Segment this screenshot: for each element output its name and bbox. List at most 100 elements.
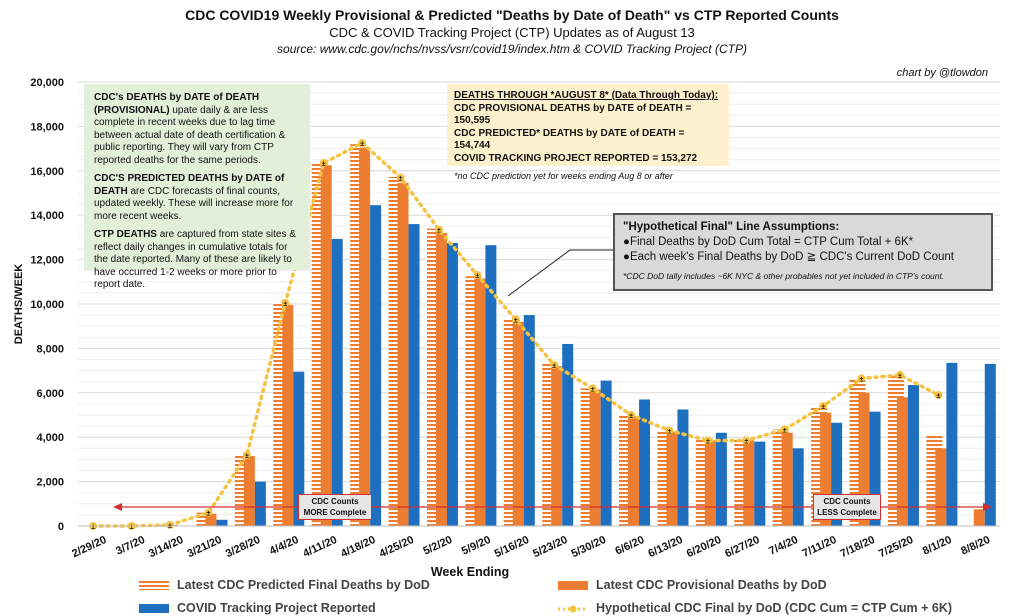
x-tick-label: 6/6/20 bbox=[614, 534, 647, 558]
ctp-bar bbox=[869, 411, 881, 526]
x-tick-label: 3/28/20 bbox=[224, 534, 262, 560]
x-tick-label: 7/11/20 bbox=[801, 534, 839, 560]
provisional-bar bbox=[820, 412, 832, 526]
x-tick-label: 5/30/20 bbox=[570, 534, 608, 560]
hypothetical-point bbox=[281, 298, 290, 307]
x-tick-label: 5/9/20 bbox=[460, 534, 493, 558]
provisional-bar bbox=[512, 321, 524, 526]
x-tick-label: 6/20/20 bbox=[685, 534, 723, 560]
chart-subtitle: CDC & COVID Tracking Project (CTP) Updat… bbox=[329, 25, 695, 40]
totals-note: DEATHS THROUGH *AUGUST 8* (Data Through … bbox=[447, 84, 729, 181]
assumptions-heading: "Hypothetical Final" Line Assumptions: bbox=[623, 221, 840, 233]
y-tick-label: 8,000 bbox=[36, 343, 64, 355]
hypothetical-marker-glyph: ± bbox=[399, 175, 403, 182]
hypothetical-marker-glyph: ± bbox=[706, 439, 710, 446]
assumption-2: ●Each week's Final Deaths by DoD ≧ CDC's… bbox=[623, 251, 954, 263]
totals-predicted: CDC PREDICTED* DEATHS by DATE of DEATH =… bbox=[454, 127, 685, 152]
callout-connector bbox=[507, 249, 613, 297]
ctp-bar bbox=[677, 409, 689, 526]
hypothetical-point bbox=[511, 315, 520, 324]
provisional-bar bbox=[397, 183, 409, 526]
ctp-bar bbox=[331, 238, 343, 527]
hypothetical-marker-glyph: ± bbox=[552, 363, 556, 370]
note-predicted: CDC'S PREDICTED DEATHS by DATE of DEATH … bbox=[94, 173, 294, 222]
totals-provisional: CDC PROVISIONAL DEATHS by DATE of DEATH … bbox=[454, 102, 692, 127]
hypothetical-point bbox=[857, 374, 866, 383]
provisional-bar bbox=[743, 440, 755, 526]
hypothetical-point bbox=[934, 391, 943, 400]
ctp-bar bbox=[907, 385, 919, 526]
y-axis-ticks: 0 2,000 4,000 6,000 8,000 10,000 12,000 14,000 1… bbox=[30, 77, 64, 533]
hypothetical-marker-glyph: ± bbox=[245, 453, 249, 460]
provisional-bar bbox=[359, 147, 371, 527]
provisional-bar bbox=[551, 366, 563, 526]
x-tick-label: 4/18/20 bbox=[339, 534, 377, 560]
provisional-bar bbox=[320, 165, 332, 526]
hypothetical-marker-glyph: ± bbox=[629, 413, 633, 420]
hypothetical-marker-glyph: ± bbox=[783, 427, 787, 434]
provisional-bar bbox=[589, 389, 601, 526]
assumptions-footnote: *CDC DoD tally includes ~6K NYC & other … bbox=[623, 271, 945, 281]
y-tick-label: 18,000 bbox=[30, 121, 64, 133]
x-tick-label: 5/23/20 bbox=[531, 534, 569, 560]
ctp-bar bbox=[523, 315, 535, 526]
x-tick-label: 8/1/20 bbox=[921, 534, 954, 558]
assumptions-note: "Hypothetical Final" Line Assumptions: ●… bbox=[613, 213, 993, 291]
dotted-line-swatch-icon bbox=[558, 605, 588, 612]
hypothetical-marker-glyph: ± bbox=[591, 386, 595, 393]
provisional-bar bbox=[205, 513, 217, 526]
y-tick-label: 14,000 bbox=[30, 210, 64, 222]
ctp-bar bbox=[216, 519, 228, 526]
chart-credit: chart by @tlowdon bbox=[896, 67, 988, 79]
totals-footnote: *no CDC prediction yet for weeks ending … bbox=[454, 171, 673, 181]
legend-item-hypothetical: Hypothetical CDC Final by DoD (CDC Cum =… bbox=[558, 601, 952, 615]
y-axis-label: DEATHS/WEEK bbox=[13, 264, 25, 345]
provisional-bar bbox=[474, 278, 486, 526]
ctp-bar bbox=[408, 224, 420, 526]
y-tick-label: 4,000 bbox=[36, 432, 64, 444]
legend-item-ctp: COVID Tracking Project Reported bbox=[139, 601, 376, 615]
hypothetical-marker-glyph: ± bbox=[821, 404, 825, 411]
assumption-1: ●Final Deaths by DoD Cum Total = CTP Cum… bbox=[623, 236, 914, 248]
hypothetical-point bbox=[166, 520, 175, 529]
hypothetical-marker-glyph: ± bbox=[898, 373, 902, 380]
y-tick-label: 16,000 bbox=[30, 166, 64, 178]
hypothetical-point bbox=[358, 139, 367, 148]
x-tick-label: 5/16/20 bbox=[493, 534, 531, 560]
provisional-bar bbox=[896, 397, 908, 526]
hypothetical-marker-glyph: ± bbox=[322, 161, 326, 168]
provisional-bar bbox=[973, 509, 985, 526]
hypothetical-point bbox=[780, 425, 789, 434]
totals-heading: DEATHS THROUGH *AUGUST 8* (Data Through … bbox=[454, 90, 719, 101]
ctp-bar bbox=[754, 441, 766, 526]
y-tick-label: 2,000 bbox=[36, 477, 64, 489]
provisional-bar bbox=[628, 416, 640, 526]
hypothetical-point bbox=[742, 436, 751, 445]
ctp-bar bbox=[792, 448, 804, 526]
x-tick-label: 3/7/20 bbox=[114, 534, 147, 558]
ctp-bar bbox=[485, 245, 497, 527]
y-tick-label: 0 bbox=[58, 521, 64, 533]
ctp-bar bbox=[293, 371, 305, 526]
ctp-bar bbox=[715, 432, 727, 526]
provisional-bar bbox=[666, 431, 678, 526]
x-axis-label: Week Ending bbox=[431, 565, 509, 579]
chart-source: source: www.cdc.gov/nchs/nvss/vsrr/covid… bbox=[277, 42, 747, 56]
x-tick-label: 4/4/20 bbox=[268, 534, 301, 558]
x-tick-label: 6/27/20 bbox=[723, 534, 761, 560]
x-tick-label: 4/25/20 bbox=[377, 534, 415, 560]
hypothetical-point bbox=[665, 426, 674, 435]
ctp-bar bbox=[639, 399, 651, 526]
hypothetical-marker-glyph: ± bbox=[360, 141, 364, 148]
hypothetical-point bbox=[627, 411, 636, 419]
x-tick-label: 3/21/20 bbox=[185, 534, 223, 560]
legend-item-provisional: Latest CDC Provisional Deaths by DoD bbox=[558, 578, 827, 592]
provisional-bar bbox=[435, 232, 447, 526]
hypothetical-point bbox=[703, 436, 712, 445]
hypothetical-point bbox=[819, 402, 828, 411]
hatched-swatch-icon bbox=[139, 580, 169, 590]
arrow-right-icon bbox=[983, 503, 992, 511]
x-tick-label: 8/8/20 bbox=[959, 534, 992, 558]
hypothetical-marker-glyph: ± bbox=[744, 439, 748, 446]
